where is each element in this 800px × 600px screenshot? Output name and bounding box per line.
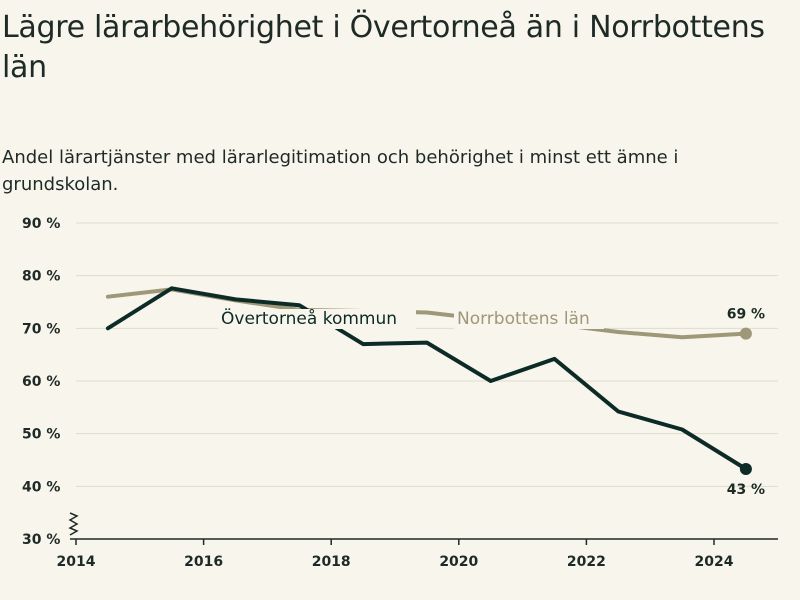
series-end-label: 69 % [727,307,765,323]
x-axis: 2014 2016 2018 2020 2022 2024 [57,512,778,570]
x-tick-label: 2022 [567,554,606,570]
series-line-overtornea [105,286,748,471]
series-label-background [218,309,416,329]
y-tick-label: 70 % [22,321,60,337]
y-tick-label: 90 % [22,216,60,232]
x-tick-label: 2016 [184,554,223,570]
chart-title: Lägre lärarbehörighet i Övertorneå än i … [2,10,765,85]
series-lines [105,286,752,475]
series-labels: Norrbottens län 69 % Övertorneå kommun 43 % [218,307,765,498]
x-tick-label: 2024 [695,554,734,570]
series-label-overtornea: Övertorneå kommun [221,307,397,329]
series-end-point [739,327,752,340]
y-tick-label: 60 % [22,374,60,390]
y-tick-label: 80 % [22,269,60,285]
y-tick-label: 40 % [22,479,60,495]
series-label-norrbotten: Norrbottens län [457,309,590,329]
series-end-label: 43 % [727,482,765,498]
y-tick-label: 30 % [22,532,60,548]
series-end-point [739,462,752,475]
gridlines [76,222,778,487]
series-label-background [454,309,604,329]
x-tick-label: 2020 [439,554,478,570]
y-tick-label: 50 % [22,427,60,443]
x-tick-label: 2018 [312,554,351,570]
axis-break-icon [68,512,79,536]
x-tick-label: 2014 [57,554,96,570]
series-line-norrbotten [105,287,748,340]
chart-subtitle: Andel lärartjänster med lärarlegitimatio… [2,147,679,195]
y-axis-ticks: 30 % 40 % 50 % 60 % 70 % 80 % 90 % [22,216,60,548]
